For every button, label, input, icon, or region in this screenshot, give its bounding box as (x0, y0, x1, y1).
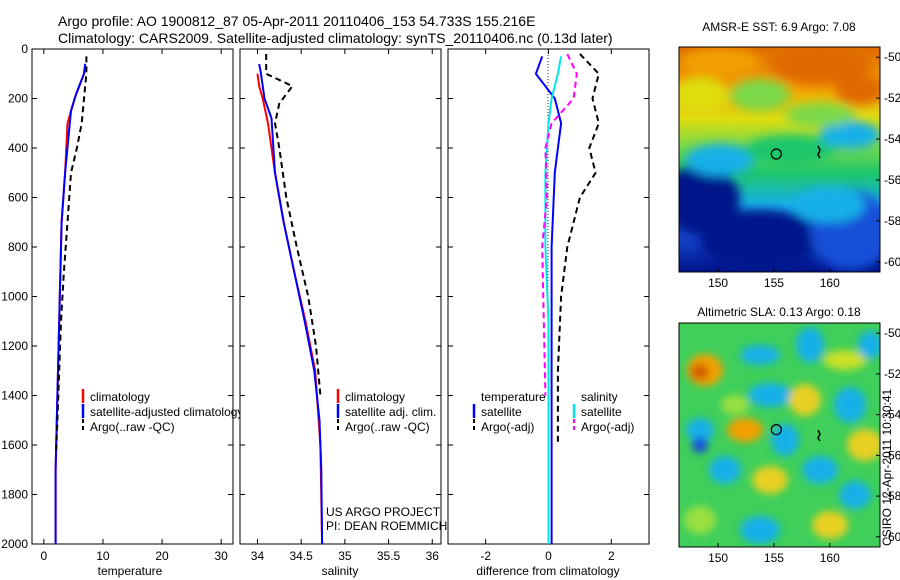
sal-legend-climatology-label: climatology (345, 390, 405, 404)
y-tick-label: 600 (8, 191, 28, 205)
sla-map-title: Altimetric SLA: 0.13 Argo: 0.18 (697, 305, 861, 319)
legend-sal-satellite-label: satellite (581, 405, 622, 419)
y-tick-label: 1200 (1, 339, 28, 353)
x-tick-label: 34.5 (289, 549, 313, 563)
map-y-tick-label: -58 (884, 489, 900, 503)
temperature-xlabel: temperature (98, 564, 163, 578)
x-tick-label: 0 (545, 549, 552, 563)
x-tick-label: 36 (426, 549, 440, 563)
temperature-legend: climatology satellite-adjusted climatolo… (81, 389, 243, 434)
map-y-tick-label: -50 (884, 50, 900, 64)
difference-legend: temperature satellite Argo(-adj) salinit… (472, 390, 634, 434)
x-tick-label: 35 (338, 549, 352, 563)
legend-sal-argo-label: Argo(-adj) (581, 420, 634, 434)
legend-temp-satellite-label: satellite (481, 405, 522, 419)
chart-title-line-2: Climatology: CARS2009. Satellite-adjuste… (58, 30, 613, 46)
series-line-argo-raw-qc- (265, 54, 322, 396)
sla-heatmap (679, 323, 880, 547)
sal-legend-satellite-label: satellite adj. clim. (345, 405, 436, 419)
map-x-tick-label: 155 (764, 276, 784, 290)
temperature-panel: 0 200 400 600 800 1000 1200 1400 1600 1800 2000 0 1… (1, 42, 243, 578)
chart-title-line-1: Argo profile: AO 1900812_87 05-Apr-2011 … (58, 13, 536, 29)
map-y-tick-label: -60 (884, 530, 900, 544)
temperature-axes (31, 48, 234, 545)
sal-legend-argo-label: Argo(..raw -QC) (345, 420, 430, 434)
series-line-temperature-argo-adj- (556, 53, 600, 445)
y-tick-label: 1000 (1, 290, 28, 304)
legend-salinity-heading: salinity (581, 390, 618, 404)
x-tick-label: 35.5 (377, 549, 401, 563)
y-tick-label: 1400 (1, 389, 28, 403)
map-x-tick-label: 150 (708, 276, 728, 290)
sst-heatmap (679, 47, 880, 272)
y-tick-label: 800 (8, 240, 28, 254)
x-tick-label: -2 (480, 549, 491, 563)
map-y-tick-label: -54 (884, 408, 900, 422)
x-tick-label: 34 (251, 549, 265, 563)
difference-panel: -2 0 2 difference from climatology tempera… (447, 48, 650, 578)
salinity-xlabel: salinity (322, 564, 359, 578)
legend-climatology-label: climatology (90, 390, 150, 404)
x-tick-label: 30 (214, 549, 228, 563)
salinity-axes (239, 48, 442, 545)
x-tick-label: 2 (608, 549, 615, 563)
y-tick-label: 1800 (1, 488, 28, 502)
sst-map-frame (678, 46, 881, 273)
series-line-argo-raw-qc- (55, 56, 88, 451)
legend-satellite-label: satellite-adjusted climatology (90, 405, 243, 419)
salinity-panel: 34 34.5 35 35.5 36 salinity climatology sate… (239, 48, 447, 578)
series-line-salinity-satellite (544, 56, 563, 544)
series-line-salinity-argo-adj- (541, 53, 578, 396)
map-x-tick-label: 160 (820, 551, 840, 565)
map-y-tick-label: -52 (884, 91, 900, 105)
legend-argo-label: Argo(..raw -QC) (90, 420, 175, 434)
map-y-tick-label: -56 (884, 173, 900, 187)
argo-float-marker-sla (770, 424, 782, 436)
salinity-legend: climatology satellite adj. clim. Argo(..… (336, 389, 436, 434)
map-x-tick-label: 160 (820, 276, 840, 290)
x-tick-label: 10 (96, 549, 110, 563)
legend-temp-argo-label: Argo(-adj) (481, 420, 534, 434)
float-track-sla (817, 429, 821, 442)
argo-float-marker (770, 148, 782, 160)
csiro-timestamp: CSIRO 12-Apr-2011 10:30:41 (880, 388, 894, 546)
project-annotation-line-1: US ARGO PROJECT (326, 505, 441, 519)
y-tick-label: 1600 (1, 438, 28, 452)
sla-map-panel: Altimetric SLA: 0.13 Argo: 0.18 (678, 305, 900, 565)
difference-xlabel: difference from climatology (476, 564, 619, 578)
legend-temperature-heading: temperature (481, 390, 546, 404)
map-y-tick-label: -60 (884, 255, 900, 269)
map-y-tick-label: -54 (884, 132, 900, 146)
float-track (817, 145, 821, 159)
map-x-tick-label: 150 (708, 551, 728, 565)
map-y-tick-label: -50 (884, 326, 900, 340)
x-tick-label: 20 (155, 549, 169, 563)
map-y-tick-label: -52 (884, 367, 900, 381)
project-annotation-line-2: PI: DEAN ROEMMICH (326, 519, 447, 533)
map-y-tick-label: -58 (884, 214, 900, 228)
map-y-tick-label: -56 (884, 448, 900, 462)
y-tick-label: 0 (21, 42, 28, 56)
y-tick-label: 400 (8, 141, 28, 155)
sst-map-panel: AMSR-E SST: 6.9 Argo: 7.08 150 155 160 -50 -… (678, 20, 900, 290)
y-tick-label: 200 (8, 92, 28, 106)
sla-map-frame (678, 322, 881, 548)
sst-map-title: AMSR-E SST: 6.9 Argo: 7.08 (702, 20, 856, 34)
series-line-temperature-satellite (534, 56, 563, 544)
series-line-satellite-adj-clim- (258, 63, 324, 545)
map-x-tick-label: 155 (764, 551, 784, 565)
y-tick-label: 2000 (1, 537, 28, 551)
x-tick-label: 0 (40, 549, 47, 563)
